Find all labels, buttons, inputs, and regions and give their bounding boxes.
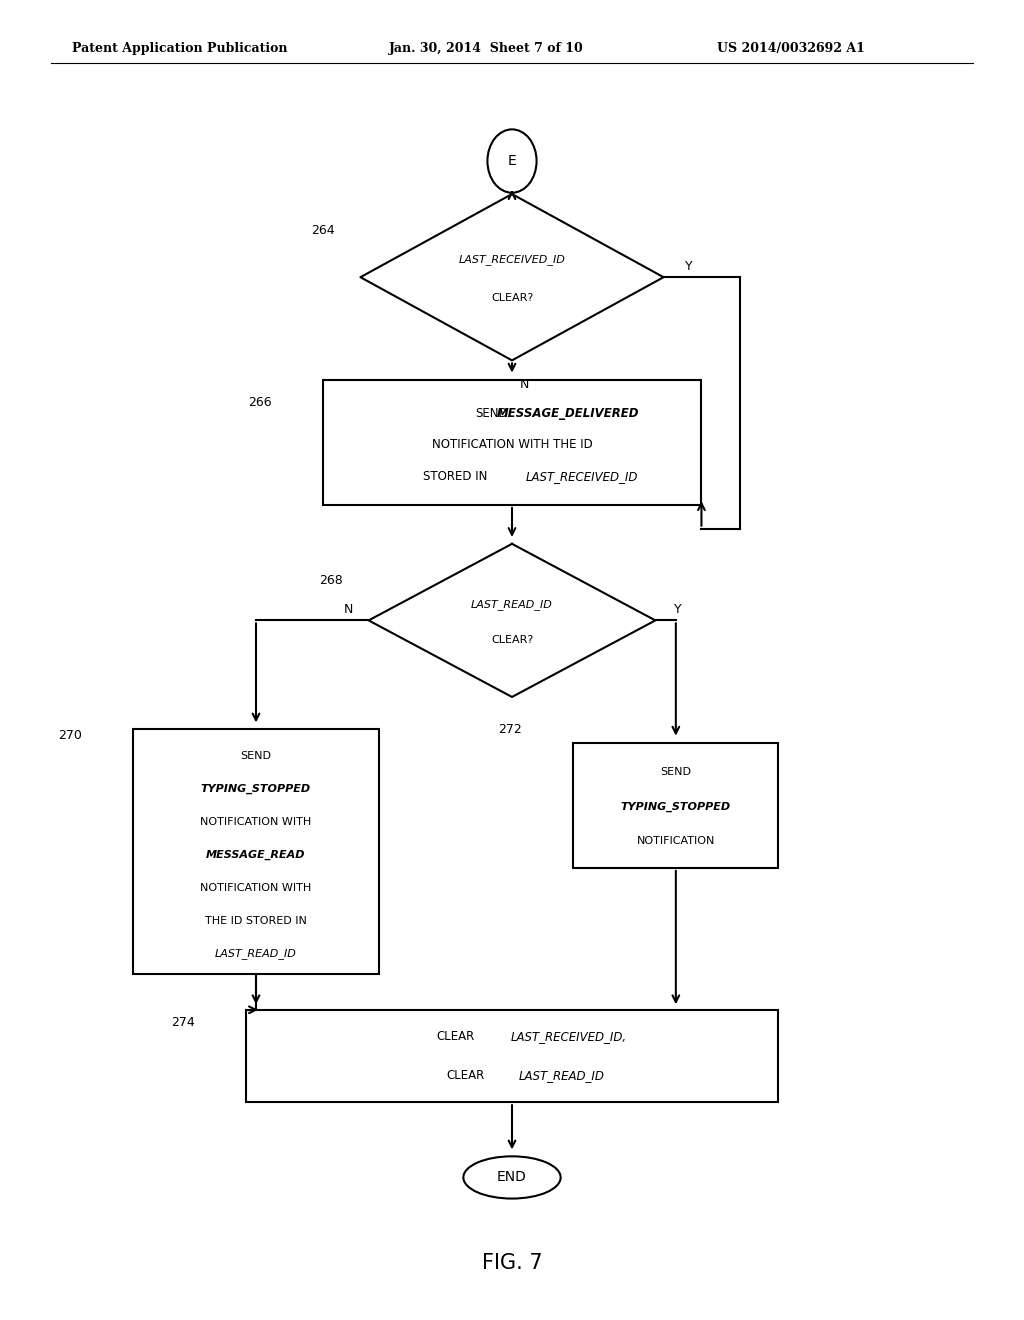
Text: LAST_READ_ID: LAST_READ_ID bbox=[215, 948, 297, 960]
Text: NOTIFICATION: NOTIFICATION bbox=[637, 836, 715, 846]
Text: 270: 270 bbox=[58, 730, 82, 742]
Text: Y: Y bbox=[674, 603, 682, 616]
Text: LAST_READ_ID: LAST_READ_ID bbox=[471, 599, 553, 610]
Text: LAST_READ_ID: LAST_READ_ID bbox=[518, 1069, 604, 1082]
Text: LAST_RECEIVED_ID: LAST_RECEIVED_ID bbox=[459, 255, 565, 265]
Text: NOTIFICATION WITH THE ID: NOTIFICATION WITH THE ID bbox=[432, 438, 592, 451]
Text: US 2014/0032692 A1: US 2014/0032692 A1 bbox=[717, 42, 864, 54]
Text: SEND: SEND bbox=[475, 407, 508, 420]
Text: CLEAR?: CLEAR? bbox=[490, 293, 534, 304]
Text: TYPING_STOPPED: TYPING_STOPPED bbox=[621, 801, 731, 812]
Text: 264: 264 bbox=[311, 224, 335, 238]
Text: 268: 268 bbox=[319, 574, 343, 587]
Text: END: END bbox=[497, 1171, 527, 1184]
Text: E: E bbox=[508, 154, 516, 168]
Text: TYPING_STOPPED: TYPING_STOPPED bbox=[201, 784, 311, 793]
Text: FIG. 7: FIG. 7 bbox=[481, 1253, 543, 1274]
Text: SEND: SEND bbox=[660, 767, 691, 777]
Text: LAST_RECEIVED_ID: LAST_RECEIVED_ID bbox=[525, 470, 638, 483]
Text: LAST_RECEIVED_ID,: LAST_RECEIVED_ID, bbox=[510, 1030, 627, 1043]
Text: NOTIFICATION WITH: NOTIFICATION WITH bbox=[201, 883, 311, 892]
Text: CLEAR: CLEAR bbox=[436, 1030, 475, 1043]
Text: MESSAGE_READ: MESSAGE_READ bbox=[206, 850, 306, 859]
Text: THE ID STORED IN: THE ID STORED IN bbox=[205, 916, 307, 925]
Text: MESSAGE_DELIVERED: MESSAGE_DELIVERED bbox=[497, 407, 640, 420]
Text: NOTIFICATION WITH: NOTIFICATION WITH bbox=[201, 817, 311, 826]
Text: N: N bbox=[519, 378, 529, 391]
Text: 266: 266 bbox=[248, 396, 271, 409]
Text: Y: Y bbox=[685, 260, 693, 273]
Text: SEND: SEND bbox=[241, 751, 271, 760]
Text: 274: 274 bbox=[171, 1016, 195, 1030]
Text: Patent Application Publication: Patent Application Publication bbox=[72, 42, 287, 54]
Text: Jan. 30, 2014  Sheet 7 of 10: Jan. 30, 2014 Sheet 7 of 10 bbox=[389, 42, 584, 54]
Text: CLEAR: CLEAR bbox=[446, 1069, 485, 1082]
Text: 272: 272 bbox=[499, 723, 522, 735]
Text: N: N bbox=[343, 603, 353, 616]
Text: STORED IN: STORED IN bbox=[424, 470, 487, 483]
Text: CLEAR?: CLEAR? bbox=[490, 635, 534, 645]
